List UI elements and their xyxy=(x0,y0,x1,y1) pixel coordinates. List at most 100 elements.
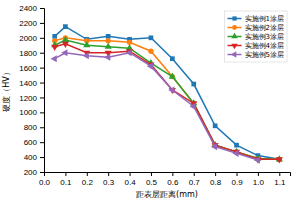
tick: 0.8 xyxy=(210,172,222,187)
tick-label: 400 xyxy=(24,153,38,162)
legend-item: 实施例5涂层 xyxy=(228,51,284,59)
tick-label: 800 xyxy=(24,123,38,132)
point xyxy=(233,150,240,156)
legend-label: 实施例5涂层 xyxy=(245,51,284,59)
tick-mark xyxy=(40,97,44,98)
axis-line xyxy=(45,173,291,177)
point xyxy=(51,55,57,62)
tick-mark xyxy=(65,172,66,176)
tick: 0.0 xyxy=(39,172,51,187)
legend-item: 实施例1涂层 xyxy=(228,15,284,23)
point xyxy=(234,143,239,148)
tick-mark xyxy=(194,172,195,176)
tick-mark xyxy=(108,172,109,176)
legend-item: 实施例3涂层 xyxy=(228,33,284,41)
point xyxy=(62,36,69,42)
legend-item: 实施例2涂层 xyxy=(228,24,284,32)
tick: 800 xyxy=(24,123,44,132)
tick: 1200 xyxy=(19,94,44,103)
tick-mark xyxy=(40,83,44,84)
tick-mark xyxy=(40,127,44,128)
series xyxy=(51,49,260,163)
tick-mark xyxy=(40,68,44,69)
legend-marker xyxy=(231,44,237,50)
point xyxy=(104,54,110,61)
tick: 1.0 xyxy=(253,172,265,187)
tick-label: 0.0 xyxy=(39,178,51,187)
tick-label: 1800 xyxy=(19,49,37,58)
tick-mark xyxy=(40,112,44,113)
tick: 2000 xyxy=(19,34,44,43)
tick-label: 2400 xyxy=(19,4,37,13)
tick-label: 0.8 xyxy=(210,178,222,187)
tick-label: 1000 xyxy=(19,108,37,117)
point xyxy=(147,63,153,70)
tick-mark xyxy=(215,172,216,176)
tick-mark xyxy=(237,172,238,176)
tick: 2200 xyxy=(19,19,44,28)
legend-marker xyxy=(232,25,237,30)
tick-mark xyxy=(258,172,259,176)
point xyxy=(83,52,89,59)
tick-label: 0.7 xyxy=(189,178,201,187)
point xyxy=(125,49,131,56)
tick: 0.2 xyxy=(82,172,94,187)
point xyxy=(254,157,260,164)
tick-label: 0.3 xyxy=(103,178,115,187)
tick: 1000 xyxy=(19,108,44,117)
point xyxy=(276,157,283,163)
point xyxy=(105,43,112,49)
point xyxy=(148,49,153,54)
tick-label: 200 xyxy=(24,168,38,177)
tick-label: 0.4 xyxy=(125,178,137,187)
tick-label: 0.5 xyxy=(146,178,158,187)
point xyxy=(83,41,90,47)
chart: 0.0 0.1 0.2 0.3 0.4 0.5 0.6 0.7 0.8 0.9 1.0 1.1 200 4… xyxy=(0,0,300,200)
tick-mark xyxy=(40,38,44,39)
tick-label: 2200 xyxy=(19,19,37,28)
point xyxy=(191,82,196,87)
tick-label: 600 xyxy=(24,138,38,147)
x-axis-title: 距表层距离(mm) xyxy=(136,190,198,199)
point xyxy=(149,35,154,40)
point xyxy=(106,34,111,39)
tick-mark xyxy=(151,172,152,176)
tick-label: 2000 xyxy=(19,34,37,43)
legend-box xyxy=(225,11,287,62)
tick-label: 0.9 xyxy=(231,178,243,187)
y-axis-title: 硬度（HV） xyxy=(2,68,11,112)
tick: 1600 xyxy=(19,64,44,73)
tick: 0.3 xyxy=(103,172,115,187)
point xyxy=(213,123,218,128)
tick: 1.1 xyxy=(274,172,286,187)
tick: 0.4 xyxy=(125,172,137,187)
tick: 0.1 xyxy=(60,172,72,187)
tick-label: 0.2 xyxy=(82,178,94,187)
tick-mark xyxy=(172,172,173,176)
legend-marker xyxy=(232,16,236,20)
tick-label: 1.1 xyxy=(274,178,286,187)
point xyxy=(168,86,174,93)
point xyxy=(212,143,219,149)
tick-mark xyxy=(130,172,131,176)
point xyxy=(62,42,69,48)
tick: 1800 xyxy=(19,49,44,58)
tick-mark xyxy=(40,172,44,173)
tick-label: 1600 xyxy=(19,64,37,73)
point xyxy=(52,34,57,39)
point xyxy=(169,72,176,78)
tick-mark xyxy=(279,172,280,176)
tick: 0.9 xyxy=(231,172,243,187)
tick: 400 xyxy=(24,153,44,162)
tick-mark xyxy=(40,53,44,54)
tick: 2400 xyxy=(19,4,44,13)
tick: 0.5 xyxy=(146,172,158,187)
tick-mark xyxy=(40,142,44,143)
legend-marker xyxy=(231,51,237,57)
legend: 实施例1涂层实施例2涂层实施例3涂层实施例4涂层实施例5涂层 xyxy=(225,11,287,62)
tick-mark xyxy=(40,8,44,9)
tick: 0.6 xyxy=(167,172,179,187)
axis-line xyxy=(40,9,45,173)
legend-label: 实施例4涂层 xyxy=(245,42,284,50)
tick: 0.7 xyxy=(189,172,201,187)
